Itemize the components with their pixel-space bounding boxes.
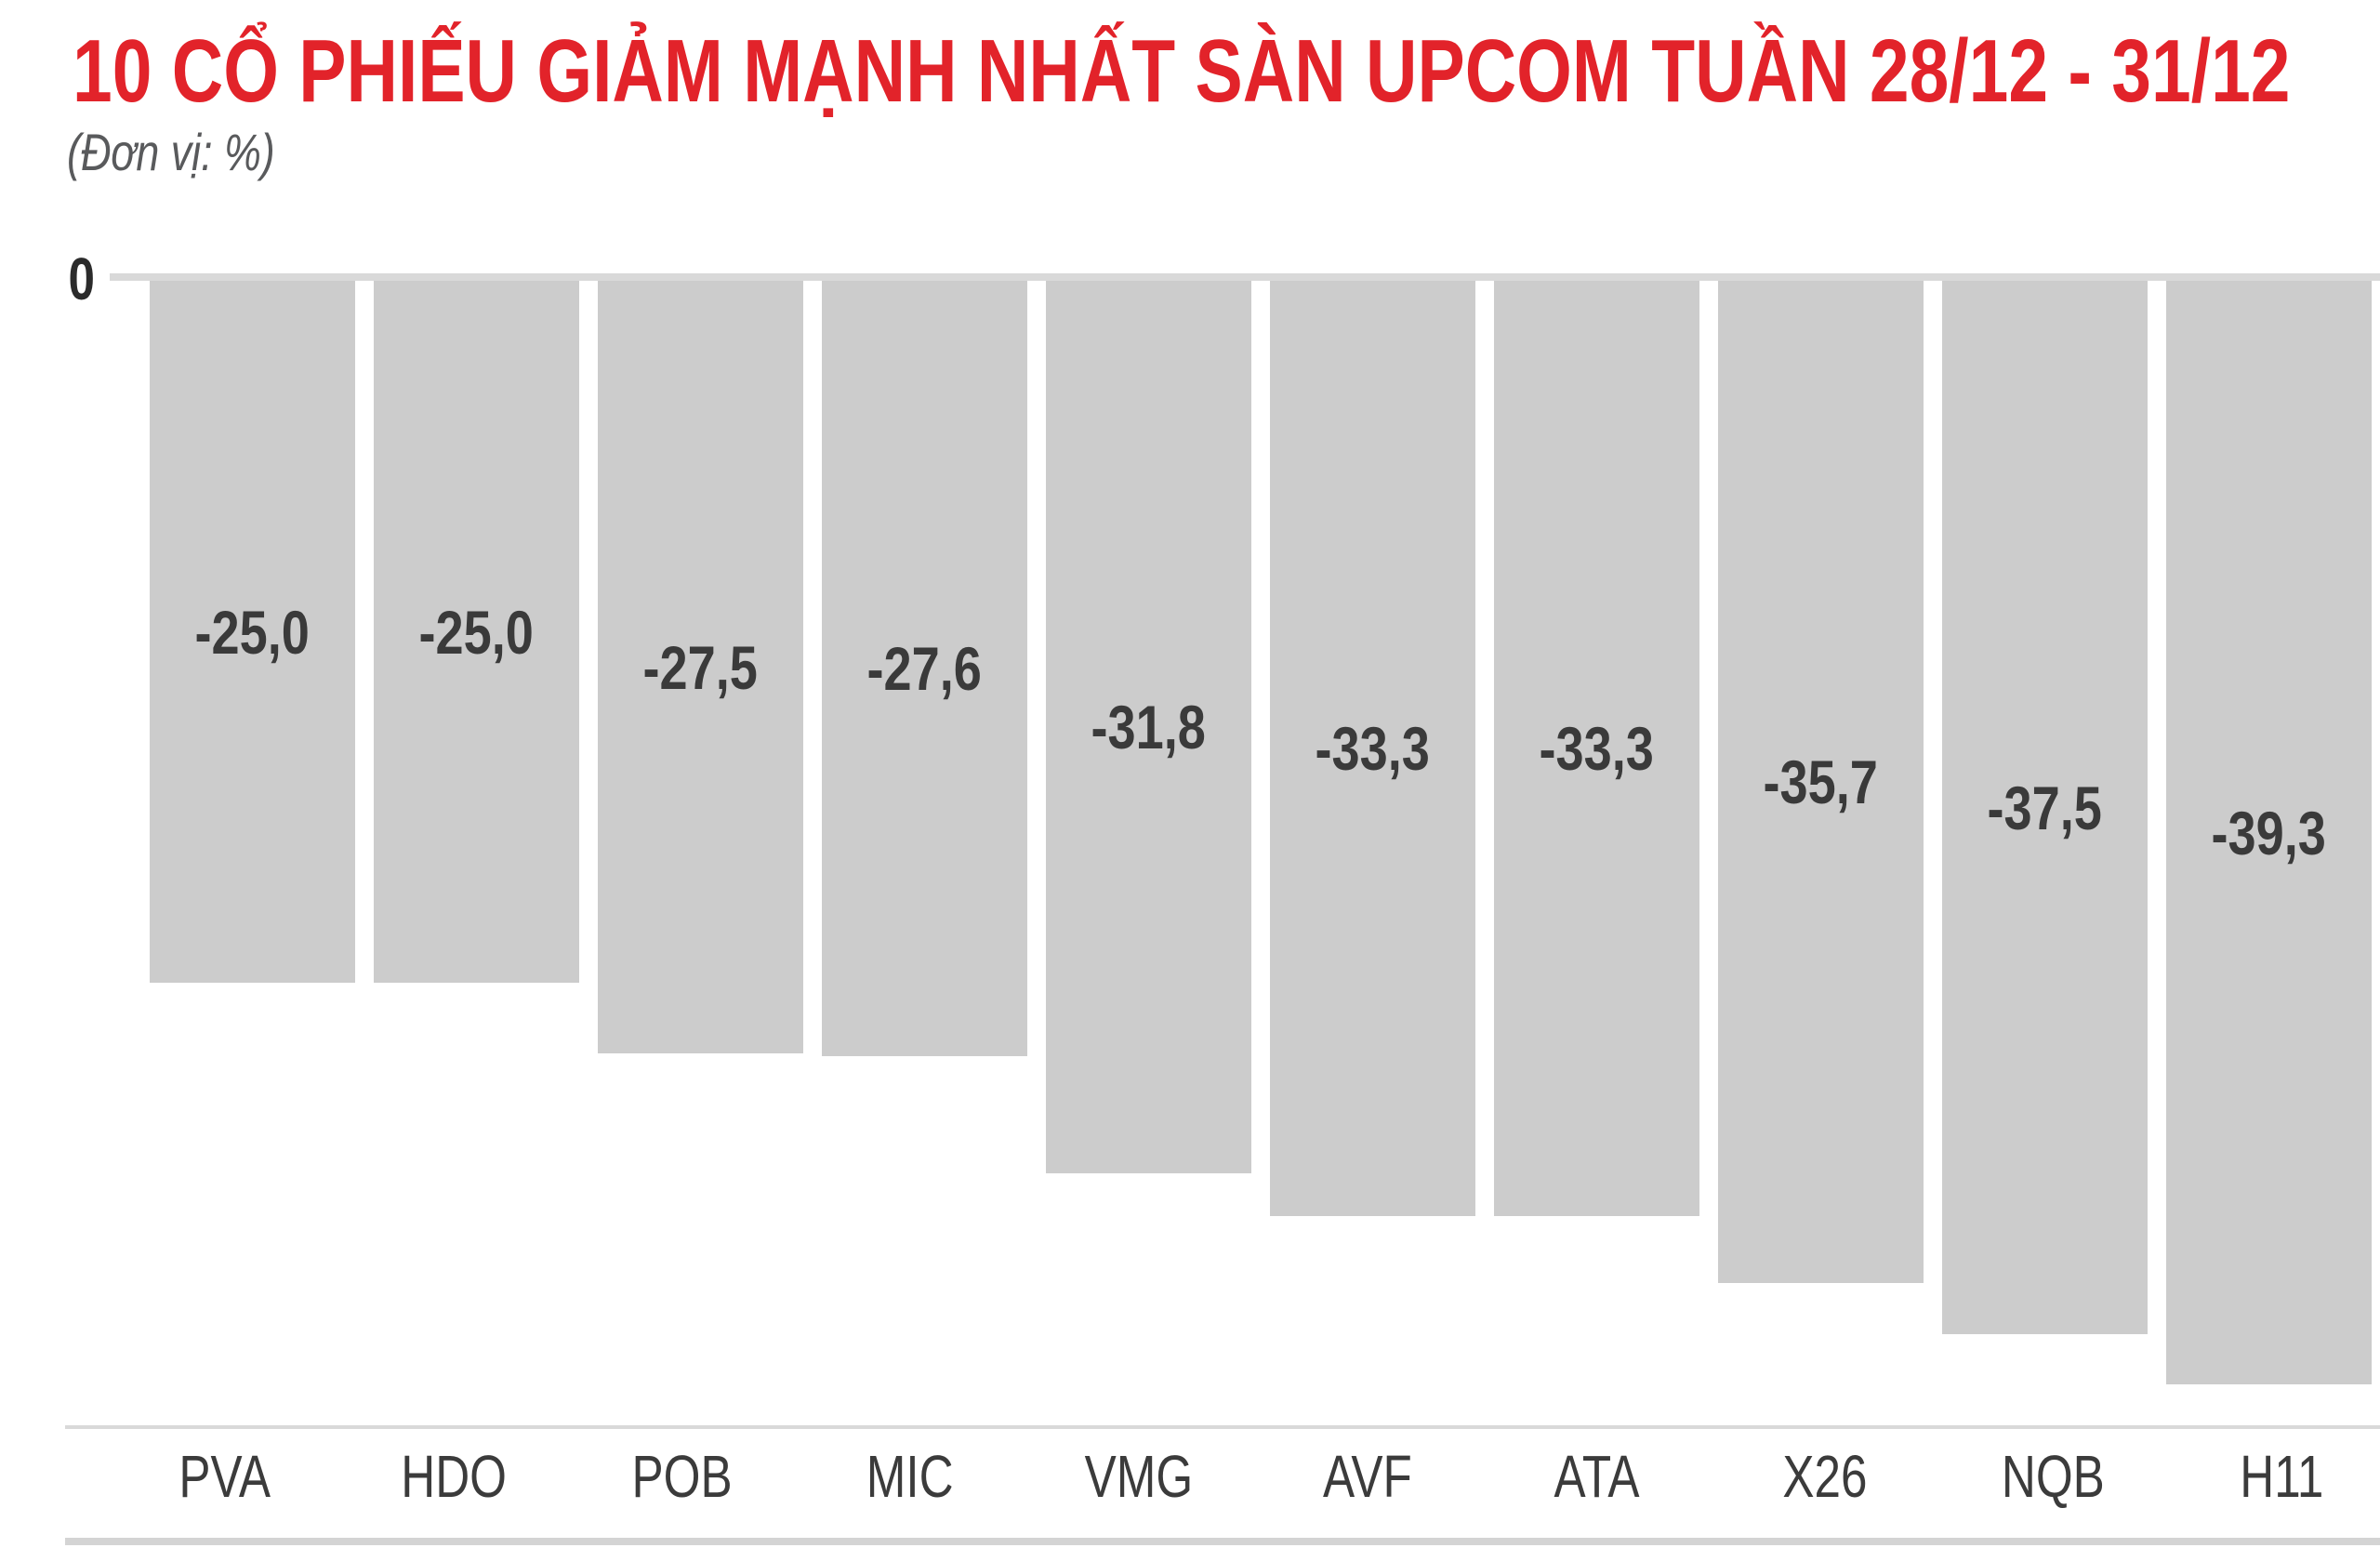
bar-value-label: -25,0 — [406, 602, 546, 663]
x-axis-label-ata: ATA — [1494, 1447, 1699, 1506]
x-axis-label-text: HDO — [401, 1443, 507, 1510]
bar-value-text: -25,0 — [418, 597, 535, 667]
x-axis-label-text: VMG — [1084, 1443, 1194, 1510]
x-axis-label-x26: X26 — [1723, 1447, 1927, 1506]
y-axis-zero-label: 0 — [37, 249, 99, 309]
x-axis-label-text: NQB — [2001, 1443, 2105, 1510]
x-axis-label-text: H11 — [2239, 1443, 2324, 1510]
x-axis-label-vmg: VMG — [1037, 1447, 1241, 1506]
x-axis-label-text: POB — [631, 1443, 734, 1510]
bar-value-text: -33,3 — [1315, 714, 1431, 783]
chart-unit-label-text: (Đơn vị: %) — [67, 123, 275, 181]
zero-baseline — [110, 273, 2380, 281]
chart-title-text: 10 CỔ PHIẾU GIẢM MẠNH NHẤT SÀN UPCOM TUẦ… — [73, 21, 2291, 121]
x-axis-bottom-rule — [65, 1538, 2380, 1545]
bar-value-label: -33,3 — [1527, 718, 1666, 779]
bar-value-text: -33,3 — [1539, 714, 1655, 783]
x-axis-label-h11: H11 — [2179, 1447, 2380, 1506]
bar-nqb: -37,5 — [1942, 281, 2148, 1334]
bar-value-label: -35,7 — [1751, 751, 1890, 813]
bar-value-text: -35,7 — [1763, 748, 1879, 816]
bar-value-text: -31,8 — [1091, 693, 1207, 761]
x-axis-label-text: AVF — [1323, 1443, 1412, 1510]
bar-value-label: -27,6 — [854, 638, 994, 699]
x-axis-top-rule — [65, 1425, 2380, 1429]
x-axis-label-text: MIC — [866, 1443, 954, 1510]
x-axis-label-hdo: HDO — [351, 1447, 556, 1506]
bar-vmg: -31,8 — [1046, 281, 1251, 1173]
bar-h11: -39,3 — [2166, 281, 2372, 1384]
bar-value-label: -27,5 — [630, 637, 770, 698]
bar-value-text: -37,5 — [1987, 773, 2103, 842]
bar-avf: -33,3 — [1270, 281, 1475, 1216]
bar-hdo: -25,0 — [374, 281, 579, 983]
bar-pob: -27,5 — [598, 281, 803, 1053]
bar-x26: -35,7 — [1718, 281, 1924, 1283]
x-axis-label-nqb: NQB — [1950, 1447, 2155, 1506]
bar-pva: -25,0 — [150, 281, 355, 983]
bar-value-label: -33,3 — [1302, 718, 1442, 779]
x-axis-label-avf: AVF — [1265, 1447, 1470, 1506]
x-axis-label-pob: POB — [580, 1447, 785, 1506]
bar-value-label: -37,5 — [1975, 777, 2114, 839]
x-axis-label-text: X26 — [1782, 1443, 1868, 1510]
chart-unit-label: (Đơn vị: %) — [67, 126, 327, 179]
x-axis-label-mic: MIC — [808, 1447, 1012, 1506]
bar-mic: -27,6 — [822, 281, 1027, 1056]
x-axis-label-text: ATA — [1554, 1443, 1639, 1510]
x-axis-label-pva: PVA — [123, 1447, 327, 1506]
bar-value-label: -25,0 — [182, 602, 322, 663]
bar-value-text: -39,3 — [2211, 798, 2327, 867]
bar-ata: -33,3 — [1494, 281, 1699, 1216]
bar-value-text: -27,5 — [642, 632, 759, 702]
x-axis-label-text: PVA — [178, 1443, 271, 1510]
bar-value-label: -31,8 — [1078, 696, 1218, 758]
y-axis-zero-label-text: 0 — [68, 245, 96, 312]
chart-title: 10 CỔ PHIẾU GIẢM MẠNH NHẤT SÀN UPCOM TUẦ… — [73, 27, 2380, 116]
bar-value-text: -27,6 — [866, 634, 983, 703]
bar-value-label: -39,3 — [2199, 802, 2338, 864]
bar-value-text: -25,0 — [194, 597, 311, 667]
